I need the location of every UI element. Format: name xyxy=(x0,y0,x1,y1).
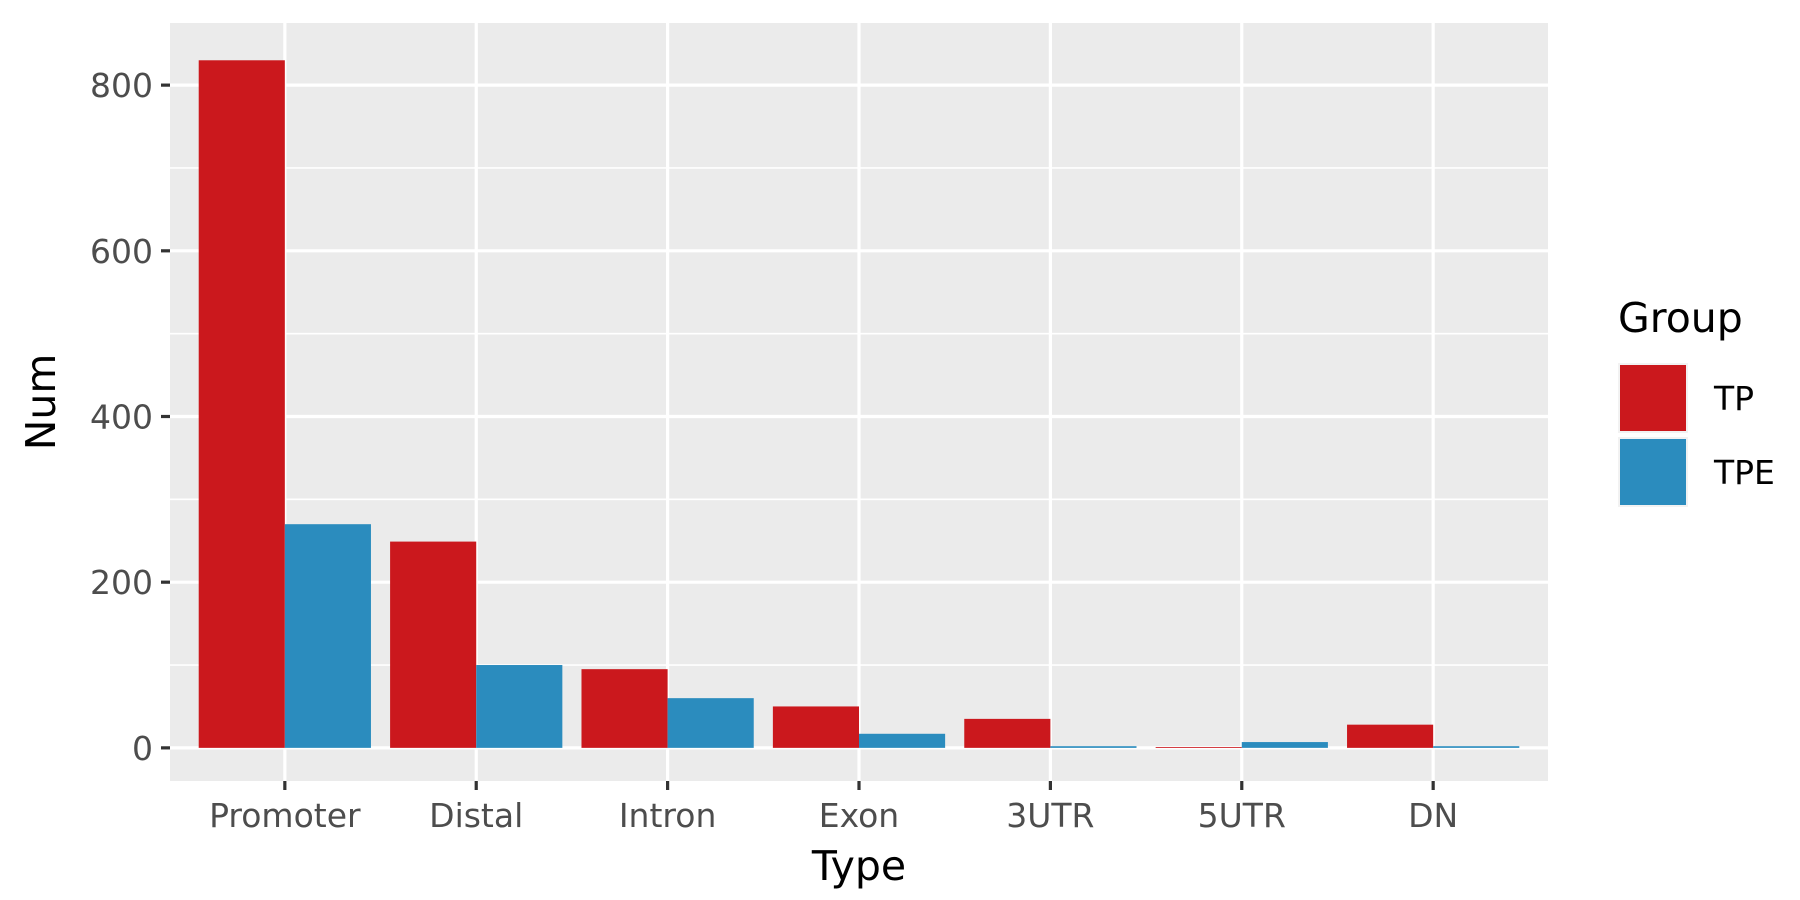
x-tick-label: 5UTR xyxy=(1198,796,1286,835)
bar-tp-distal xyxy=(390,541,477,748)
bar-tpe-exon xyxy=(859,733,946,748)
bar-tpe-3utr xyxy=(1050,746,1137,748)
bar-tp-exon xyxy=(772,706,859,748)
y-tick-label: 800 xyxy=(90,66,153,105)
x-tick-label: Exon xyxy=(819,796,899,835)
y-tick-label: 0 xyxy=(132,729,153,768)
x-tick-label: Distal xyxy=(429,796,523,835)
legend: Group TP TPE xyxy=(1618,294,1775,507)
legend-label-tp: TP xyxy=(1713,379,1754,418)
x-axis-title: Type xyxy=(811,842,906,890)
y-axis: 0 200 400 600 800 xyxy=(90,66,170,768)
bar-tpe-5utr xyxy=(1241,742,1328,748)
y-tick-label: 600 xyxy=(90,232,153,271)
x-tick-label: Promoter xyxy=(209,796,361,835)
legend-swatch-tp xyxy=(1620,365,1686,431)
y-tick-label: 400 xyxy=(90,397,153,436)
y-tick-label: 200 xyxy=(90,563,153,602)
bar-tp-dn xyxy=(1347,724,1434,748)
x-tick-label: DN xyxy=(1408,796,1458,835)
bar-tp-5utr xyxy=(1155,747,1242,748)
bar-tpe-intron xyxy=(667,698,754,748)
x-axis: Promoter Distal Intron Exon 3UTR 5UTR DN xyxy=(209,781,1458,835)
bar-tpe-dn xyxy=(1433,746,1520,748)
x-tick-label: 3UTR xyxy=(1006,796,1094,835)
x-tick-label: Intron xyxy=(619,796,717,835)
legend-title: Group xyxy=(1618,294,1743,342)
bar-tpe-distal xyxy=(476,665,563,748)
bar-tpe-promoter xyxy=(284,524,371,748)
legend-label-tpe: TPE xyxy=(1713,453,1775,492)
bar-tp-3utr xyxy=(964,718,1051,748)
bars xyxy=(198,60,1520,748)
bar-tp-promoter xyxy=(198,60,285,748)
y-axis-title: Num xyxy=(17,354,65,451)
bar-tp-intron xyxy=(581,669,668,748)
legend-swatch-tpe xyxy=(1620,439,1686,505)
